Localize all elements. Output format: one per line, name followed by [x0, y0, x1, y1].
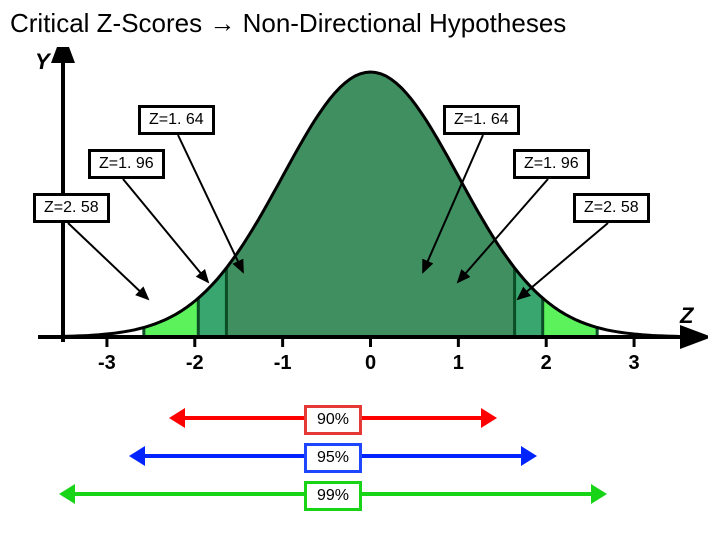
interval-row: 95% [8, 437, 712, 475]
interval-label: 95% [304, 443, 362, 473]
svg-text:-1: -1 [274, 352, 292, 374]
confidence-intervals: 90% 95% 99% [8, 399, 712, 513]
svg-text:0: 0 [365, 352, 376, 374]
label-z258-left: Z=2. 58 [33, 193, 110, 223]
svg-text:2: 2 [541, 352, 552, 374]
interval-arrow-left [59, 484, 75, 504]
interval-row: 90% [8, 399, 712, 437]
interval-row: 99% [8, 475, 712, 513]
interval-arrow-right [591, 484, 607, 504]
svg-text:Y: Y [35, 49, 52, 74]
label-z164-left: Z=1. 64 [138, 105, 215, 135]
interval-label: 90% [304, 405, 362, 435]
interval-arrow-left [169, 408, 185, 428]
chart-area: -3 -2 -1 0 1 2 3 Y Z Z=1. 64 Z=1. 64 Z=1. 96 Z=1… [8, 47, 708, 397]
interval-arrow-right [481, 408, 497, 428]
label-z164-right: Z=1. 64 [443, 105, 520, 135]
interval-arrow-left [129, 446, 145, 466]
interval-label: 99% [304, 481, 362, 511]
svg-text:Z: Z [679, 303, 695, 328]
label-z196-left: Z=1. 96 [88, 149, 165, 179]
label-z258-right: Z=2. 58 [573, 193, 650, 223]
label-z196-right: Z=1. 96 [513, 149, 590, 179]
svg-text:3: 3 [629, 352, 640, 374]
svg-text:-2: -2 [186, 352, 204, 374]
svg-text:1: 1 [453, 352, 464, 374]
page-title: Critical Z-Scores → Non-Directional Hypo… [10, 8, 712, 39]
interval-arrow-right [521, 446, 537, 466]
svg-text:-3: -3 [98, 352, 116, 374]
